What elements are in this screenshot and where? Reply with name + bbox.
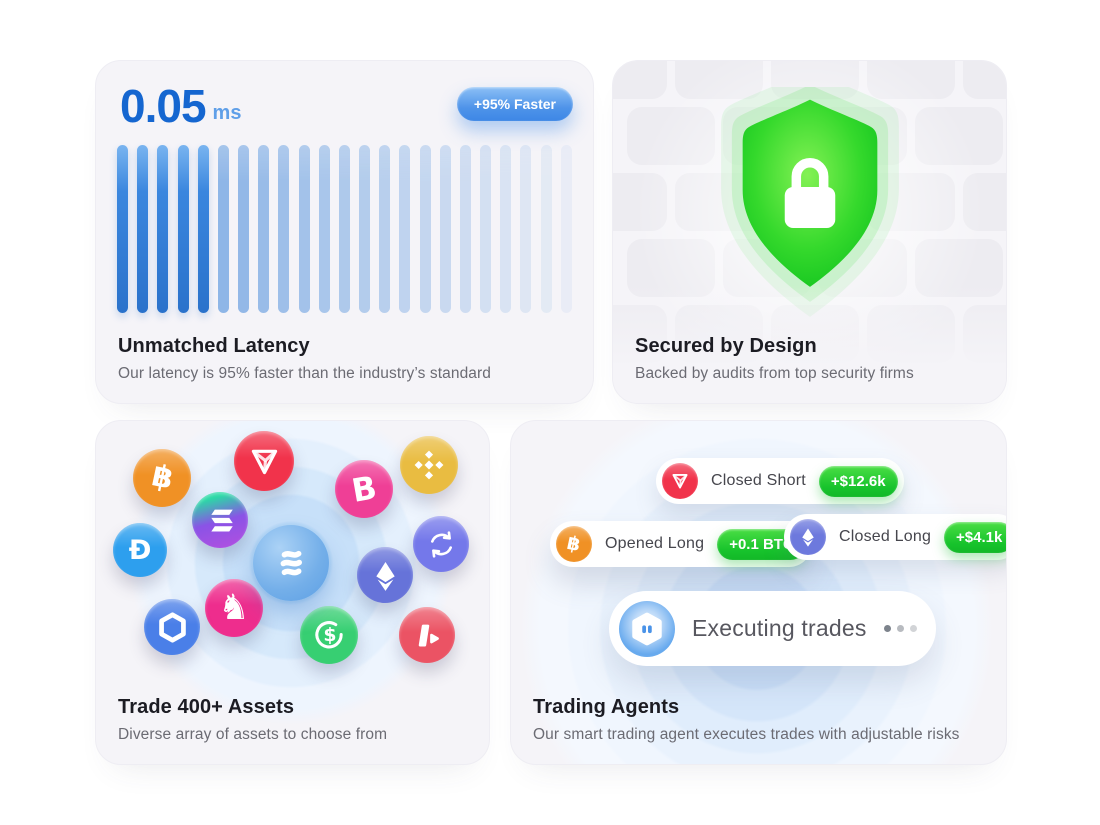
ethereum-icon [790, 519, 826, 555]
shield-lock-icon [704, 69, 916, 334]
latency-bar [258, 145, 270, 313]
card-assets: ฿ B Đ ♞ $ Trade 400+ Assets Diverse array of… [95, 420, 490, 765]
card-subtitle: Diverse array of assets to choose from [118, 726, 388, 743]
latency-bar [439, 145, 451, 313]
latency-bar [137, 145, 149, 313]
card-subtitle: Backed by audits from top security firms [635, 365, 914, 382]
trade-label: Closed Long [839, 528, 932, 545]
trade-amount-badge: +$4.1k [944, 521, 1006, 553]
latency-bar [217, 145, 229, 313]
latency-bar [298, 145, 310, 313]
chainlink-icon [144, 599, 200, 655]
latency-bar [338, 145, 350, 313]
card-title: Trading Agents [533, 696, 680, 718]
executing-trades-label: Executing trades [692, 615, 867, 641]
latency-stat-value: 0.05 [120, 80, 207, 132]
audius-icon [399, 607, 455, 663]
card-latency: 0.05 ms +95% Faster Unmatched Latency Ou… [95, 60, 594, 404]
latency-bar [177, 145, 189, 313]
latency-bar [379, 145, 391, 313]
bottom-fade [613, 285, 1006, 403]
latency-bar [560, 145, 572, 313]
trade-pill-opened-long: ฿ Opened Long +0.1 BTC [550, 521, 812, 567]
trade-label: Closed Short [711, 472, 806, 489]
card-title: Secured by Design [635, 335, 817, 357]
brand-logo-icon [253, 525, 329, 601]
latency-bar [500, 145, 512, 313]
latency-bar-chart [117, 145, 572, 313]
latency-bar [520, 145, 532, 313]
bitcoin-icon: ฿ [133, 449, 191, 507]
latency-bar [480, 145, 492, 313]
latency-bar [117, 145, 128, 313]
latency-bar [157, 145, 169, 313]
card-agents: Closed Short +$12.6k ฿ Opened Long +0.1 … [510, 420, 1007, 765]
uniswap-icon: ♞ [205, 579, 263, 637]
trade-pill-closed-long: Closed Long +$4.1k [784, 514, 1006, 560]
latency-bar [238, 145, 250, 313]
latency-bar [359, 145, 371, 313]
b-token-icon: B [335, 460, 393, 518]
latency-bar [197, 145, 209, 313]
usd-icon: $ [300, 606, 358, 664]
solana-icon [192, 492, 248, 548]
card-title: Unmatched Latency [118, 335, 310, 357]
card-security: Secured by Design Backed by audits from … [612, 60, 1007, 404]
agents-text: Trading Agents Our smart trading agent e… [533, 696, 992, 744]
ethereum-icon [357, 547, 413, 603]
trade-pill-closed-short: Closed Short +$12.6k [656, 458, 904, 504]
card-subtitle: Our latency is 95% faster than the indus… [118, 365, 492, 382]
tron-icon [234, 431, 294, 491]
latency-stat-unit: ms [212, 102, 242, 124]
latency-bar [318, 145, 330, 313]
latency-bar [419, 145, 431, 313]
latency-bar [399, 145, 411, 313]
agent-icon [619, 600, 675, 657]
tron-icon [662, 463, 698, 499]
card-subtitle: Our smart trading agent executes trades … [533, 726, 960, 743]
trade-amount-badge: +$12.6k [818, 465, 898, 497]
assets-text: Trade 400+ Assets Diverse array of asset… [118, 696, 475, 744]
trade-label: Opened Long [605, 535, 705, 552]
binance-icon [400, 436, 458, 494]
bitcoin-icon: ฿ [556, 526, 592, 562]
executing-trades-pill: Executing trades [609, 591, 936, 666]
latency-stat-row: 0.05 ms +95% Faster [120, 83, 573, 129]
swap-icon [413, 516, 469, 572]
ellipsis-dots [883, 625, 917, 632]
latency-bar [459, 145, 471, 313]
dash-icon: Đ [113, 523, 167, 577]
latency-text: Unmatched Latency Our latency is 95% fas… [118, 335, 579, 383]
svg-text:$: $ [323, 624, 336, 646]
security-text: Secured by Design Backed by audits from … [635, 335, 992, 383]
faster-badge: +95% Faster [456, 87, 573, 121]
latency-bar [278, 145, 290, 313]
card-title: Trade 400+ Assets [118, 696, 295, 718]
latency-bar [540, 145, 552, 313]
